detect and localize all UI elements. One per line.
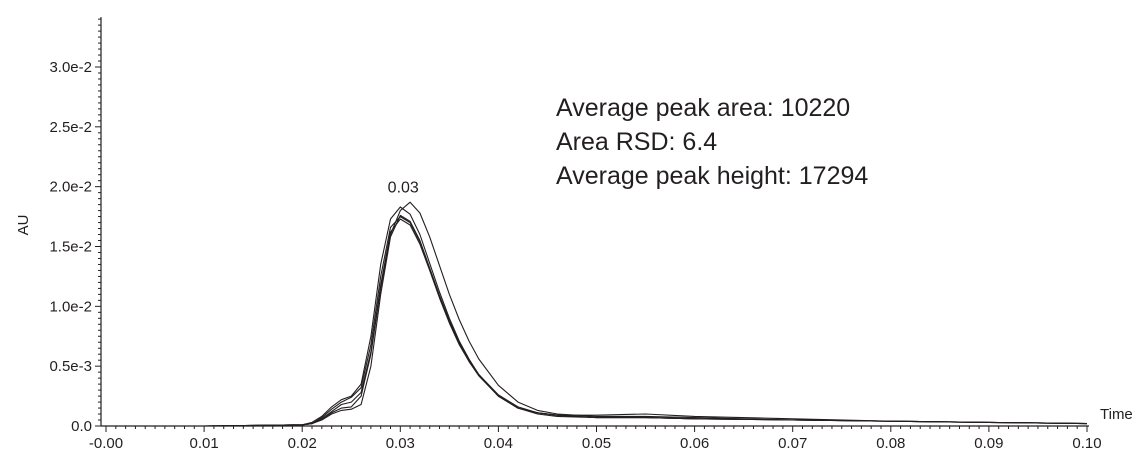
trace-line-1 <box>101 206 1088 427</box>
y-axis-label: AU <box>15 215 32 236</box>
trace-line-5 <box>101 216 1088 427</box>
y-tick-label: 1.5e-2 <box>49 239 92 256</box>
axes: 0.00.5e-31.0e-21.5e-22.0e-22.5e-23.0e-2 … <box>49 17 1102 452</box>
trace-line-3 <box>101 214 1088 427</box>
x-tick-label: 0.08 <box>876 435 905 452</box>
x-tick-label: 0.03 <box>386 435 415 452</box>
trace-series <box>101 201 1088 427</box>
x-tick-label: 0.10 <box>1072 435 1101 452</box>
y-tick-label: 1.0e-2 <box>49 298 92 315</box>
annotation-peak-height: Average peak height: 17294 <box>556 162 868 190</box>
x-tick-label: 0.04 <box>484 435 513 452</box>
x-tick-label: -0.00 <box>89 435 123 452</box>
x-tick-label: 0.06 <box>680 435 709 452</box>
x-tick-label: 0.09 <box>974 435 1003 452</box>
y-tick-label: 2.5e-2 <box>49 119 92 136</box>
y-tick-label: 0.0 <box>71 418 92 435</box>
trace-line-4 <box>101 218 1088 427</box>
y-tick-label: 0.5e-3 <box>49 358 92 375</box>
trace-line-2 <box>101 201 1088 427</box>
x-tick-label: 0.05 <box>582 435 611 452</box>
y-tick-label: 2.0e-2 <box>49 179 92 196</box>
x-ticks: -0.00 0.01 0.02 0.03 0.04 0.05 0.06 0.07 0.08 0.0… <box>89 426 1102 452</box>
annotation-area-rsd: Area RSD: 6.4 <box>556 128 717 156</box>
x-tick-label: 0.07 <box>778 435 807 452</box>
x-tick-label: 0.02 <box>288 435 317 452</box>
stats-annotation: Average peak area: 10220 Area RSD: 6.4 A… <box>556 94 868 190</box>
peak-label: 0.03 <box>388 180 419 197</box>
y-tick-label: 3.0e-2 <box>49 59 92 76</box>
x-axis-label: Time <box>1100 406 1133 423</box>
annotation-peak-area: Average peak area: 10220 <box>556 94 850 122</box>
y-ticks: 0.0 0.5e-3 1.0e-2 1.5e-2 2.0e-2 2.5e-2 3.0e-2 <box>49 18 101 435</box>
x-tick-label: 0.01 <box>189 435 218 452</box>
